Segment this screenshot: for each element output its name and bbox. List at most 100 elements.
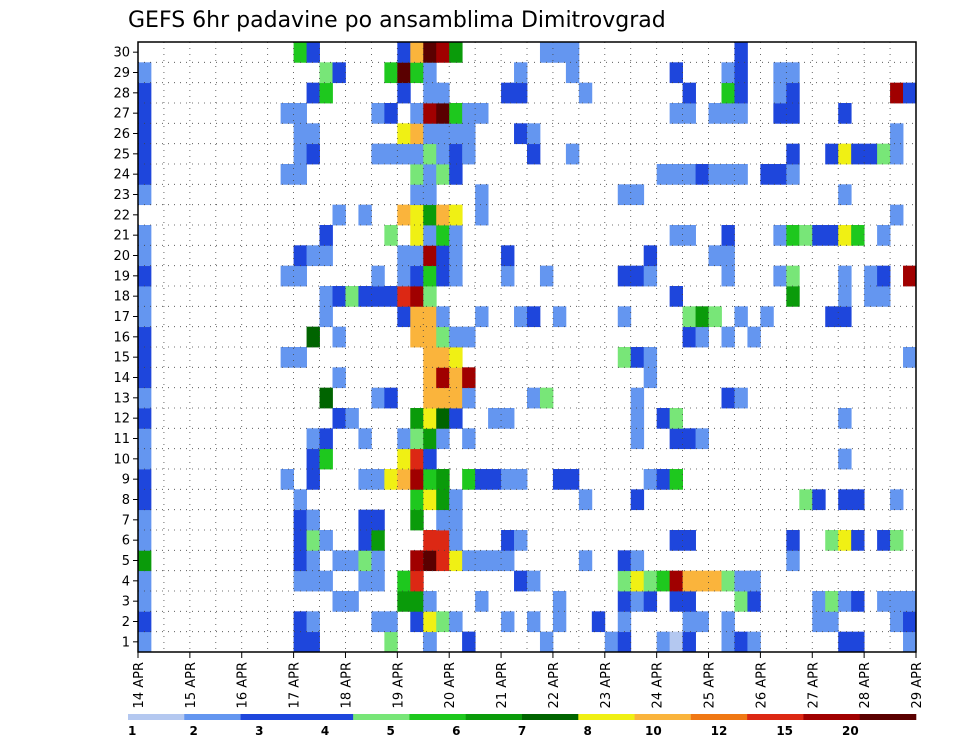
heat-cell <box>682 611 696 633</box>
heat-cell <box>695 611 709 633</box>
heat-cell <box>682 103 696 124</box>
heat-cell <box>825 225 839 246</box>
heat-cell <box>825 530 839 551</box>
heat-cell <box>138 184 152 206</box>
heat-cell <box>708 570 722 592</box>
heat-cell <box>682 164 696 185</box>
heat-cell <box>449 123 463 145</box>
heat-cell <box>371 469 385 490</box>
heat-cell <box>514 530 528 551</box>
heat-cell <box>890 123 904 145</box>
heat-cell <box>903 631 917 653</box>
heat-cell <box>890 489 904 511</box>
x-tick-label: 28 APR <box>858 662 873 708</box>
y-tick-label: 2 <box>122 615 130 630</box>
heat-cell <box>423 204 437 226</box>
x-tick-label: 23 APR <box>599 662 614 708</box>
heat-cell <box>527 143 541 165</box>
heat-cell <box>410 448 424 470</box>
heat-cell <box>449 245 463 267</box>
heat-cell <box>449 530 463 551</box>
heat-cell <box>306 509 320 531</box>
heat-cell <box>410 428 424 450</box>
colorbar-segment <box>578 714 635 720</box>
heat-cell <box>138 286 152 307</box>
colorbar-segment <box>859 714 917 720</box>
heat-cell <box>825 143 839 165</box>
heat-cell <box>397 62 411 84</box>
heat-cell <box>669 62 683 84</box>
x-tick-label: 19 APR <box>391 662 406 708</box>
heat-cell <box>578 550 593 572</box>
heat-cell <box>138 82 152 104</box>
heat-cell <box>734 164 748 185</box>
colorbar-label: 20 <box>842 724 859 738</box>
heat-cell <box>475 550 489 572</box>
y-tick-label: 14 <box>113 371 130 386</box>
y-tick-label: 27 <box>113 107 130 122</box>
colorbar-segment <box>634 714 692 720</box>
heat-cell <box>695 164 709 185</box>
heat-cell <box>747 631 761 653</box>
heat-cell <box>138 347 152 368</box>
heat-cell <box>410 550 424 572</box>
heat-cell <box>877 286 891 307</box>
heat-cell <box>384 103 398 124</box>
heat-cell <box>539 265 554 287</box>
heat-cell <box>436 143 450 165</box>
heat-cell <box>786 82 800 104</box>
heat-cell <box>773 82 787 104</box>
heat-cell <box>514 306 528 328</box>
heat-cell <box>462 326 476 348</box>
heat-cell <box>410 123 424 145</box>
heat-cell <box>851 489 865 511</box>
heat-cell <box>890 530 904 551</box>
heat-cell <box>747 591 761 612</box>
heat-cell <box>397 42 411 63</box>
heat-cell <box>475 204 489 226</box>
heat-cell <box>280 164 294 185</box>
heat-cell <box>410 103 424 124</box>
heat-cell <box>449 387 463 409</box>
heat-cell <box>708 103 722 124</box>
heat-cell <box>345 550 359 572</box>
heat-cell <box>319 82 333 104</box>
heat-cell <box>786 103 800 124</box>
heat-cell <box>669 591 683 612</box>
heat-cell <box>514 469 528 490</box>
heat-cell <box>436 265 450 287</box>
colorbar-segment <box>128 714 185 720</box>
heat-cell <box>423 469 437 490</box>
heat-cell <box>617 306 632 328</box>
heat-cell <box>864 265 878 287</box>
heat-cell <box>734 82 748 104</box>
heat-cell <box>436 204 450 226</box>
heat-cell <box>436 164 450 185</box>
heat-cell <box>293 530 307 551</box>
heat-cell <box>488 550 502 572</box>
heat-cell <box>514 123 528 145</box>
heat-cell <box>423 82 437 104</box>
heat-cell <box>371 611 385 633</box>
heat-cell <box>838 103 852 124</box>
heat-cell <box>293 631 307 653</box>
heat-cell <box>436 530 450 551</box>
heat-cell <box>436 326 450 348</box>
heat-cell <box>293 265 307 287</box>
y-tick-label: 12 <box>113 412 130 427</box>
colorbar-segment <box>690 714 748 720</box>
heat-cell <box>682 326 696 348</box>
heat-cell <box>306 428 320 450</box>
heat-cell <box>747 326 761 348</box>
heat-cell <box>812 591 826 612</box>
heat-cell <box>786 143 800 165</box>
heat-cell <box>721 387 735 409</box>
colorbar-segment <box>747 714 804 720</box>
heat-cell <box>527 387 541 409</box>
heat-cell <box>475 591 489 612</box>
heat-cell <box>423 62 437 84</box>
heat-cell <box>449 164 463 185</box>
heat-cell <box>293 164 307 185</box>
heat-cell <box>630 489 645 511</box>
